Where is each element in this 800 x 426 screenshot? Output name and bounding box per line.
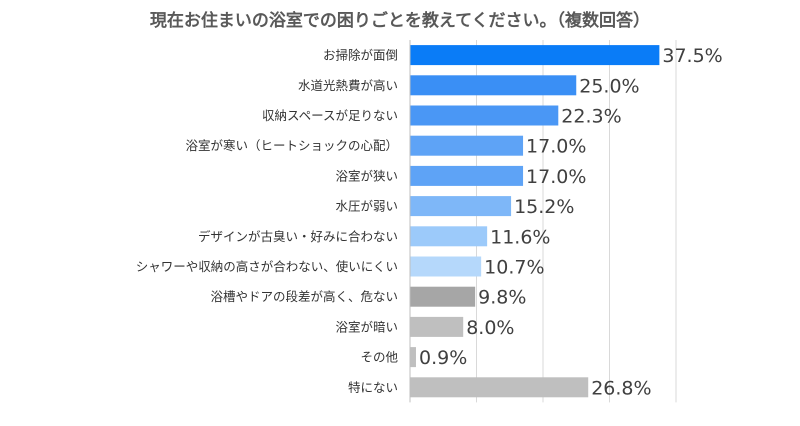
category-label: 浴室が寒い（ヒートショックの心配） — [185, 138, 398, 153]
category-label: 水圧が弱い — [335, 199, 398, 214]
bar — [410, 256, 482, 277]
bar — [410, 226, 488, 247]
category-label: 特にない — [348, 380, 398, 395]
value-label: 26.8% — [591, 377, 651, 399]
value-label: 11.6% — [490, 226, 550, 248]
category-label: 浴室が暗い — [335, 319, 398, 334]
category-label: 浴室が狭い — [335, 168, 398, 183]
category-label: 水道光熱費が高い — [298, 78, 398, 93]
bar — [410, 377, 589, 398]
category-label: 浴槽やドアの段差が高く、危ない — [210, 289, 398, 304]
value-label: 17.0% — [526, 166, 586, 188]
value-label: 22.3% — [561, 106, 621, 128]
category-label: 収納スペースが足りない — [262, 108, 398, 123]
value-label: 9.8% — [478, 287, 526, 309]
bar — [410, 196, 512, 217]
bar — [410, 347, 416, 368]
value-label: 0.9% — [419, 347, 467, 369]
chart-title: 現在お住まいの浴室での困りごとを教えてください。（複数回答） — [149, 11, 651, 31]
bar — [410, 45, 660, 66]
value-label: 10.7% — [484, 257, 544, 279]
bar — [410, 135, 524, 156]
category-label: シャワーや収納の高さが合わない、使いにくい — [136, 259, 398, 274]
category-label: デザインが古臭い・好みに合わない — [198, 229, 398, 244]
value-label: 25.0% — [579, 75, 639, 97]
bar — [410, 286, 476, 307]
category-label: その他 — [360, 350, 398, 365]
bar — [410, 75, 577, 96]
value-label: 15.2% — [514, 196, 574, 218]
value-label: 37.5% — [662, 45, 722, 67]
bar — [410, 316, 464, 337]
value-label: 8.0% — [466, 317, 514, 339]
category-label: お掃除が面倒 — [323, 48, 398, 63]
value-label: 17.0% — [526, 136, 586, 158]
bar — [410, 165, 524, 186]
bar — [410, 105, 559, 126]
